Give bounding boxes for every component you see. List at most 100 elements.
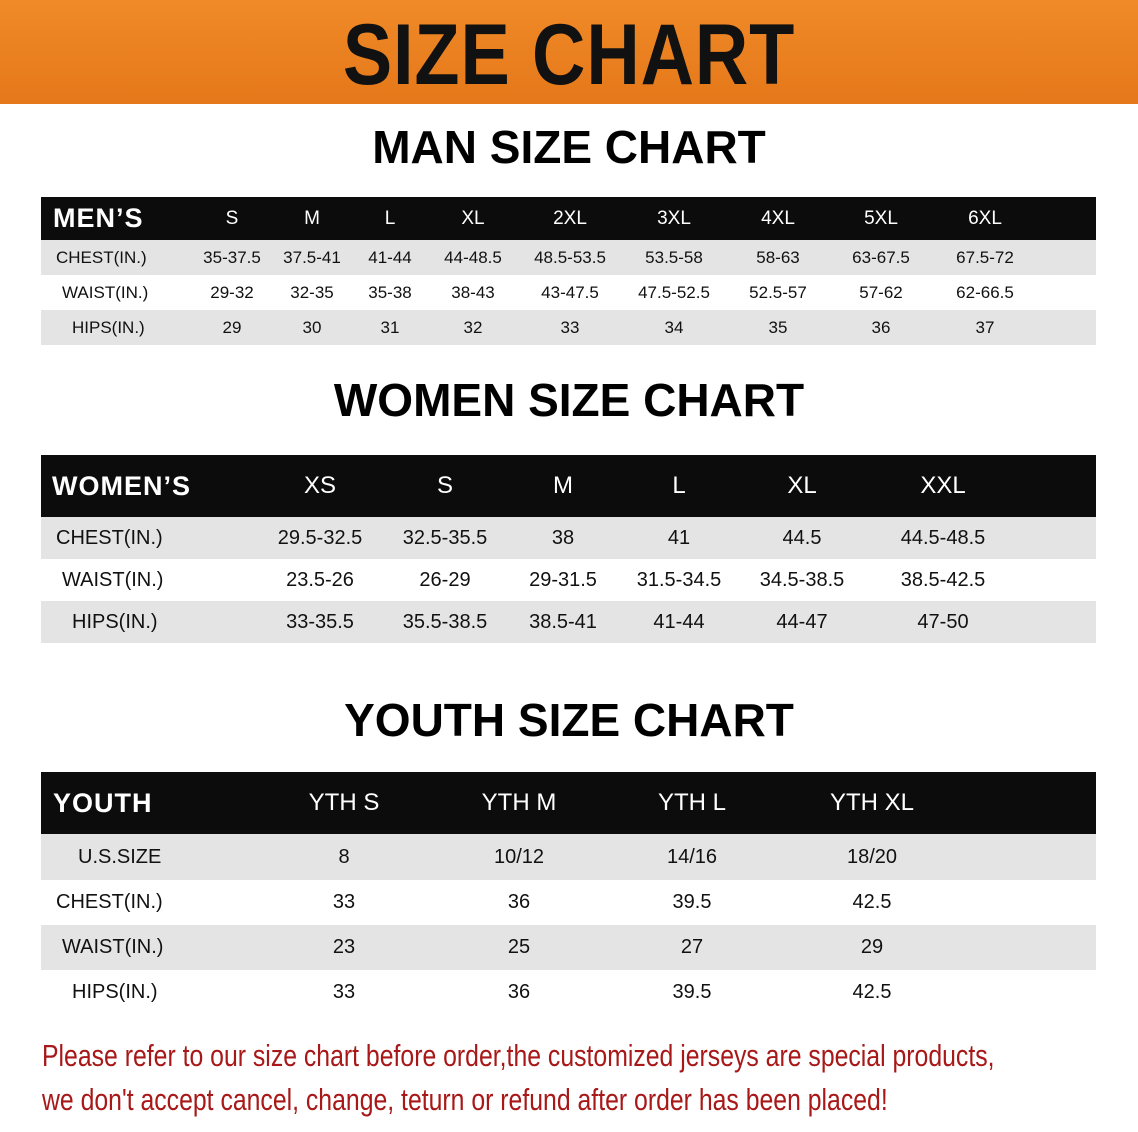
table-cell: 63-67.5 <box>852 247 910 267</box>
table-cell: 38.5-42.5 <box>900 568 986 591</box>
table-cell: 52.5-57 <box>749 282 807 302</box>
column-header: XL <box>787 472 817 499</box>
table-row: WAIST(IN.) 23.5-26 26-29 29-31.5 31.5-34.5 34… <box>41 559 1096 601</box>
column-header: YTH S <box>308 789 380 816</box>
table-cell: 48.5-53.5 <box>534 247 606 267</box>
men-size-table: MEN’S S M L XL 2XL 3XL 4XL 5XL 6XL CHEST(IN.) 35-37… <box>41 197 1096 345</box>
row-label: HIPS(IN.) <box>72 610 158 633</box>
header-label: YOUTH <box>53 787 153 818</box>
table-cell: 57-62 <box>859 282 903 302</box>
table-cell: 53.5-58 <box>645 247 703 267</box>
table-cell: 42.5 <box>852 891 892 913</box>
table-cell: 37 <box>975 317 995 337</box>
table-cell: 10/12 <box>493 845 545 868</box>
table-cell: 58-63 <box>756 247 800 267</box>
table-cell: 36 <box>507 891 531 913</box>
table-row: WAIST(IN.) 29-32 32-35 35-38 38-43 43-47.5 47.… <box>41 275 1096 310</box>
table-cell: 35-38 <box>368 282 412 302</box>
banner-title: SIZE CHART <box>342 7 796 103</box>
row-label: CHEST(IN.) <box>56 247 147 267</box>
column-header: M <box>304 207 320 229</box>
table-cell: 39.5 <box>672 981 712 1003</box>
table-cell: 43-47.5 <box>541 282 599 302</box>
table-row: CHEST(IN.) 35-37.5 37.5-41 41-44 44-48.5 48.5… <box>41 240 1096 275</box>
table-cell: 41-44 <box>653 610 705 633</box>
table-cell: 32-35 <box>290 282 334 302</box>
table-header-row: MEN’S S M L XL 2XL 3XL 4XL 5XL 6XL <box>41 197 1096 240</box>
table-row: CHEST(IN.) 33 36 39.5 42.5 <box>41 880 1096 925</box>
row-label: U.S.SIZE <box>78 845 162 868</box>
banner: SIZE CHART <box>0 0 1138 104</box>
table-cell: 35 <box>768 317 788 337</box>
table-cell: 35.5-38.5 <box>402 610 488 633</box>
row-label: HIPS(IN.) <box>72 981 158 1003</box>
table-cell: 44-48.5 <box>444 247 502 267</box>
table-cell: 36 <box>871 317 891 337</box>
table-cell: 37.5-41 <box>283 247 341 267</box>
row-label: HIPS(IN.) <box>72 317 145 337</box>
column-header: 2XL <box>553 207 587 229</box>
column-header: 5XL <box>864 207 898 229</box>
table-cell: 42.5 <box>852 981 892 1003</box>
column-header: YTH M <box>481 789 557 816</box>
row-label: WAIST(IN.) <box>62 936 164 958</box>
table-cell: 47.5-52.5 <box>638 282 710 302</box>
row-label: CHEST(IN.) <box>56 526 163 549</box>
table-cell: 32 <box>463 317 483 337</box>
table-cell: 14/16 <box>666 845 718 868</box>
women-section-title: WOMEN SIZE CHART <box>333 374 805 426</box>
header-label: MEN’S <box>53 203 144 233</box>
column-header: YTH XL <box>829 789 915 816</box>
table-cell: 44-47 <box>776 610 828 633</box>
table-cell: 41-44 <box>368 247 412 267</box>
table-cell: 31.5-34.5 <box>636 568 722 591</box>
table-cell: 8 <box>338 845 350 868</box>
men-section-title: MAN SIZE CHART <box>372 121 766 173</box>
table-cell: 39.5 <box>672 891 712 913</box>
table-cell: 29-31.5 <box>529 568 597 591</box>
row-label: WAIST(IN.) <box>62 568 164 591</box>
column-header: YTH L <box>657 789 727 816</box>
table-cell: 23 <box>332 936 356 958</box>
column-header: XXL <box>920 472 966 499</box>
table-cell: 23.5-26 <box>286 568 354 591</box>
table-row: WAIST(IN.) 23 25 27 29 <box>41 925 1096 970</box>
column-header: 3XL <box>657 207 691 229</box>
table-cell: 29 <box>860 936 884 958</box>
table-header-row: WOMEN’S XS S M L XL XXL <box>41 455 1096 517</box>
row-label: WAIST(IN.) <box>62 282 149 302</box>
table-cell: 26-29 <box>419 568 471 591</box>
youth-section-title: YOUTH SIZE CHART <box>344 694 794 746</box>
table-cell: 33 <box>332 891 356 913</box>
header-label: WOMEN’S <box>52 470 191 501</box>
table-cell: 62-66.5 <box>956 282 1014 302</box>
table-cell: 29 <box>222 317 242 337</box>
column-header: S <box>436 472 454 499</box>
table-row: HIPS(IN.) 29 30 31 32 33 34 35 36 37 <box>41 310 1096 345</box>
column-header: XS <box>303 472 337 499</box>
table-cell: 25 <box>507 936 531 958</box>
table-row: CHEST(IN.) 29.5-32.5 32.5-35.5 38 41 44.5 44.5… <box>41 517 1096 559</box>
table-row: HIPS(IN.) 33-35.5 35.5-38.5 38.5-41 41-44 44-… <box>41 601 1096 643</box>
table-cell: 31 <box>380 317 400 337</box>
column-header: 4XL <box>761 207 795 229</box>
table-cell: 29.5-32.5 <box>277 526 363 549</box>
row-label: CHEST(IN.) <box>56 891 163 913</box>
table-cell: 67.5-72 <box>956 247 1014 267</box>
footnote-line-1: Please refer to our size chart before or… <box>42 1038 995 1073</box>
column-header: XL <box>461 207 485 229</box>
column-header: S <box>225 207 239 229</box>
women-size-table: WOMEN’S XS S M L XL XXL CHEST(IN.) 29.5-32.5 32.5… <box>41 455 1096 643</box>
table-header-row: YOUTH YTH S YTH M YTH L YTH XL <box>41 772 1096 834</box>
table-cell: 44.5 <box>782 526 822 549</box>
column-header: M <box>553 472 573 499</box>
table-cell: 38-43 <box>451 282 495 302</box>
table-cell: 34.5-38.5 <box>759 568 845 591</box>
table-cell: 36 <box>507 981 531 1003</box>
column-header: 6XL <box>968 207 1002 229</box>
table-cell: 33 <box>332 981 356 1003</box>
table-cell: 38 <box>551 526 575 549</box>
table-cell: 47-50 <box>917 610 969 633</box>
youth-size-table: YOUTH YTH S YTH M YTH L YTH XL U.S.SIZE 8 10/12… <box>41 772 1096 1015</box>
table-cell: 33-35.5 <box>286 610 354 633</box>
